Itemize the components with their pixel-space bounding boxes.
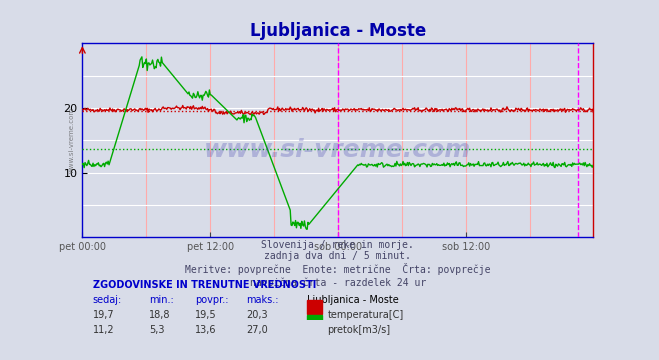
- Text: www.si-vreme.com: www.si-vreme.com: [69, 107, 75, 173]
- Bar: [307, 315, 322, 328]
- Text: 5,3: 5,3: [149, 325, 164, 334]
- Text: Ljubljanica - Moste: Ljubljanica - Moste: [307, 296, 399, 305]
- Text: povpr.:: povpr.:: [195, 296, 228, 305]
- Text: ZGODOVINSKE IN TRENUTNE VREDNOSTI: ZGODOVINSKE IN TRENUTNE VREDNOSTI: [92, 280, 316, 291]
- Text: 11,2: 11,2: [92, 325, 114, 334]
- Title: Ljubljanica - Moste: Ljubljanica - Moste: [250, 22, 426, 40]
- Text: sedaj:: sedaj:: [92, 296, 122, 305]
- Text: 13,6: 13,6: [195, 325, 216, 334]
- Text: Slovenija / reke in morje.
zadnja dva dni / 5 minut.
Meritve: povprečne  Enote: : Slovenija / reke in morje. zadnja dva dn…: [185, 240, 490, 288]
- Text: 19,5: 19,5: [195, 310, 216, 320]
- Text: min.:: min.:: [149, 296, 173, 305]
- Text: temperatura[C]: temperatura[C]: [328, 310, 404, 320]
- Text: 18,8: 18,8: [149, 310, 170, 320]
- Text: pretok[m3/s]: pretok[m3/s]: [328, 325, 391, 334]
- Text: 20,3: 20,3: [246, 310, 268, 320]
- Text: 27,0: 27,0: [246, 325, 268, 334]
- Bar: [307, 301, 322, 314]
- Text: 19,7: 19,7: [92, 310, 114, 320]
- Text: www.si-vreme.com: www.si-vreme.com: [204, 138, 471, 162]
- Text: maks.:: maks.:: [246, 296, 278, 305]
